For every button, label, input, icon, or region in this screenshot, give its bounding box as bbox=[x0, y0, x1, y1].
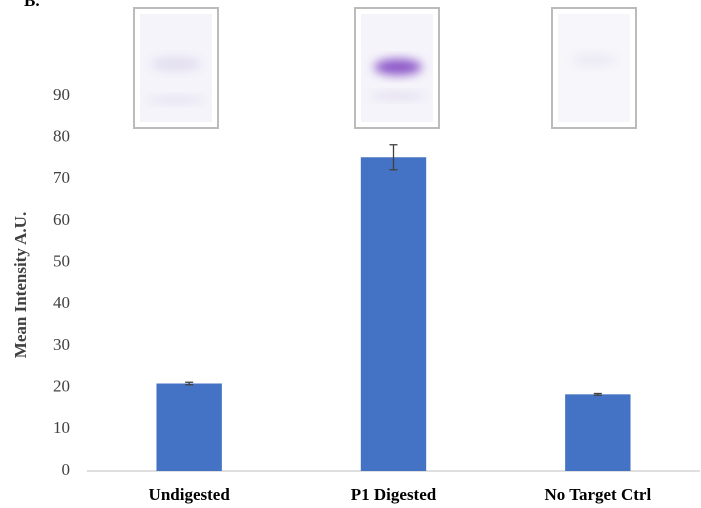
x-tick-label: No Target Ctrl bbox=[544, 485, 651, 504]
y-tick-label: 80 bbox=[53, 127, 70, 146]
bar bbox=[156, 384, 221, 472]
y-tick-label: 40 bbox=[53, 293, 70, 312]
y-tick-label: 90 bbox=[53, 85, 70, 104]
y-tick-label: 20 bbox=[53, 377, 70, 396]
band bbox=[572, 54, 616, 66]
bar bbox=[361, 157, 426, 471]
band bbox=[374, 59, 422, 75]
bar bbox=[565, 394, 630, 471]
y-tick-label: 70 bbox=[53, 168, 70, 187]
membrane bbox=[558, 14, 630, 122]
panel-label: B. bbox=[24, 0, 40, 10]
y-tick-label: 0 bbox=[62, 460, 71, 479]
membrane-images bbox=[134, 8, 636, 128]
y-tick-label: 60 bbox=[53, 210, 70, 229]
band bbox=[150, 57, 202, 71]
band bbox=[146, 96, 206, 104]
y-axis-label: Mean Intensity A.U. bbox=[11, 212, 30, 358]
x-tick-label: Undigested bbox=[149, 485, 231, 504]
x-tick-label: P1 Digested bbox=[351, 485, 437, 504]
y-tick-label: 50 bbox=[53, 252, 70, 271]
chart: B. Mean Intensity A.U. 0 10 20 30 40 50 60 70 80… bbox=[0, 0, 701, 508]
band bbox=[370, 92, 426, 100]
y-tick-label: 30 bbox=[53, 335, 70, 354]
y-tick-label: 10 bbox=[53, 418, 70, 437]
error-bar bbox=[594, 394, 602, 396]
